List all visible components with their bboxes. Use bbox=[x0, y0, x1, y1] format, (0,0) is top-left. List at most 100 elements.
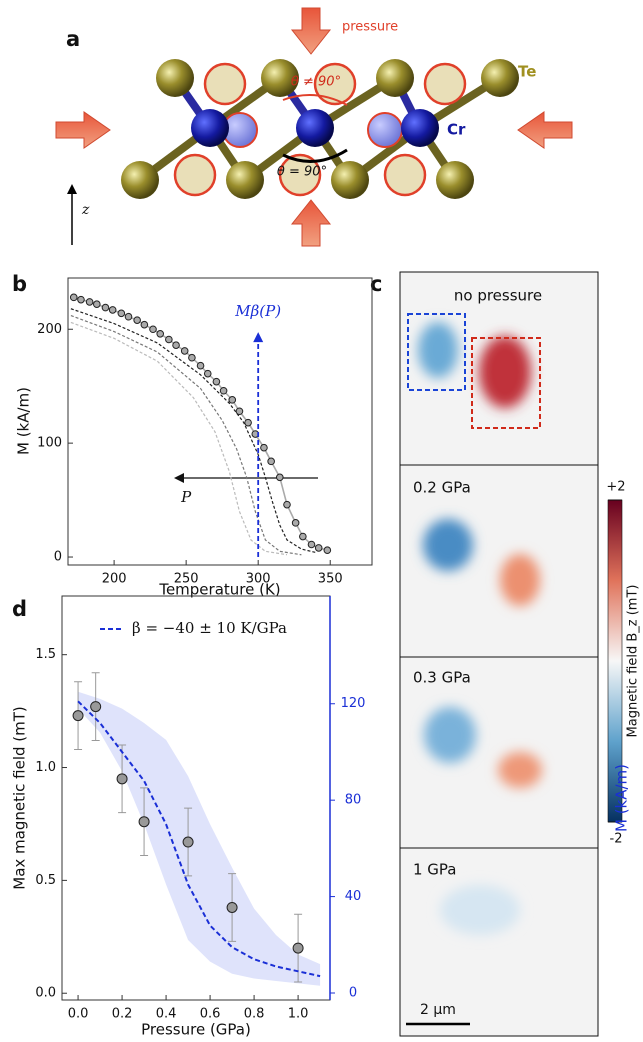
y-axis-label: M (kA/m) bbox=[15, 387, 33, 455]
y-axis-label: Max magnetic field (mT) bbox=[11, 706, 29, 890]
colorbar-label: Magnetic field B_z (mT) bbox=[626, 585, 641, 738]
x-tick-label: 0.6 bbox=[200, 1007, 221, 1022]
data-point bbox=[138, 816, 150, 828]
legend-label: β = −40 ± 10 K/GPa bbox=[132, 619, 287, 637]
x-axis-label: Temperature (K) bbox=[158, 581, 280, 599]
data-point bbox=[307, 540, 316, 549]
panel-label: a bbox=[66, 27, 80, 51]
data-point bbox=[180, 347, 189, 355]
x-tick-label: 300 bbox=[246, 572, 271, 587]
data-point bbox=[182, 836, 194, 848]
data-point bbox=[203, 369, 212, 378]
data-point bbox=[101, 303, 110, 312]
roi-box bbox=[407, 313, 466, 391]
pressure-arrows bbox=[55, 7, 573, 247]
data-point bbox=[117, 309, 126, 318]
roi-box bbox=[471, 337, 541, 429]
colorbar-tick-label: -2 bbox=[610, 832, 623, 847]
field-maps bbox=[418, 322, 542, 935]
x-tick-label: 200 bbox=[102, 572, 127, 587]
x-tick-label: 0.0 bbox=[68, 1007, 89, 1022]
z-label: z bbox=[81, 202, 90, 218]
y-tick-label: 1.0 bbox=[35, 760, 56, 775]
angle-arc bbox=[282, 148, 348, 163]
data-point bbox=[93, 300, 101, 308]
x-axis-label: Pressure (GPa) bbox=[141, 1021, 251, 1039]
data-point bbox=[196, 361, 205, 370]
y2-tick-label: 80 bbox=[345, 793, 362, 808]
data-point bbox=[292, 942, 304, 954]
y-tick-label: 100 bbox=[37, 436, 62, 451]
data-point bbox=[90, 701, 102, 713]
y-tick-label: 0.0 bbox=[35, 986, 56, 1001]
data-point bbox=[323, 546, 332, 554]
data-point bbox=[133, 316, 141, 324]
data-point bbox=[226, 901, 238, 913]
data-point bbox=[156, 330, 165, 338]
arrowhead bbox=[253, 332, 264, 343]
data-point bbox=[299, 532, 307, 541]
annotation: P bbox=[180, 488, 192, 506]
y2-tick-label: 0 bbox=[349, 986, 357, 1001]
panel-c: c Magnetic field B_z (mT) 2 µm bbox=[370, 271, 641, 1037]
data-point bbox=[267, 457, 275, 466]
x-tick-label: 1.0 bbox=[288, 1007, 309, 1022]
panel-label: b bbox=[12, 272, 27, 296]
fit-curve bbox=[70, 321, 288, 556]
annotation: Mβ(P) bbox=[234, 302, 281, 320]
cr-atoms bbox=[191, 109, 439, 147]
panel-a: a pressure θ ≠ 90° θ = 90° Te Cr z bbox=[55, 7, 573, 247]
data-point bbox=[69, 293, 78, 302]
data-point bbox=[219, 386, 228, 395]
x-tick-label: 0.2 bbox=[112, 1007, 133, 1022]
data-point bbox=[260, 443, 268, 452]
map-title: 0.2 GPa bbox=[413, 479, 471, 497]
te-atoms bbox=[121, 59, 519, 199]
z-arrowhead bbox=[67, 184, 77, 194]
panel-label: c bbox=[370, 272, 382, 296]
data-point bbox=[108, 306, 117, 314]
x-tick-label: 0.4 bbox=[156, 1007, 177, 1022]
data-point bbox=[165, 335, 173, 344]
y2-axis-label: M (kA/m) bbox=[613, 764, 631, 832]
data-point bbox=[283, 500, 291, 509]
map-title: no pressure bbox=[454, 287, 542, 305]
confidence-band bbox=[78, 691, 321, 986]
fit-curve bbox=[77, 700, 321, 978]
data-point bbox=[275, 473, 284, 482]
map-title: 0.3 GPa bbox=[413, 669, 471, 687]
te-label: Te bbox=[518, 63, 536, 81]
data-point bbox=[149, 325, 157, 334]
data-point bbox=[172, 341, 180, 349]
fit-curve bbox=[70, 308, 316, 554]
data-point bbox=[235, 407, 244, 416]
data-point bbox=[212, 377, 221, 386]
scale-bar-label: 2 µm bbox=[420, 1002, 456, 1018]
y-tick-label: 0.5 bbox=[35, 873, 56, 888]
theta-label: θ ≠ 90° bbox=[291, 75, 341, 90]
fit-curve bbox=[70, 315, 302, 556]
data-point bbox=[228, 396, 237, 404]
data-point bbox=[85, 298, 94, 306]
lower-layer bbox=[173, 62, 467, 197]
colorbar-tick-label: +2 bbox=[606, 480, 625, 495]
cr-label: Cr bbox=[447, 121, 466, 139]
plot-frame bbox=[67, 277, 373, 566]
y2-tick-label: 40 bbox=[345, 889, 362, 904]
y-tick-label: 0 bbox=[54, 550, 62, 565]
theta-label: θ = 90° bbox=[277, 165, 327, 180]
data-point bbox=[244, 418, 252, 427]
map-title: 1 GPa bbox=[413, 861, 457, 879]
data-point bbox=[72, 710, 84, 722]
x-tick-label: 350 bbox=[318, 572, 343, 587]
panel-label: d bbox=[12, 597, 27, 621]
data-point bbox=[77, 295, 85, 304]
data-point bbox=[140, 320, 149, 329]
angle-arc bbox=[282, 94, 348, 106]
data-point bbox=[116, 773, 128, 785]
data-line bbox=[73, 296, 328, 551]
pressure-label: pressure bbox=[342, 20, 398, 35]
y-tick-label: 200 bbox=[37, 322, 62, 337]
